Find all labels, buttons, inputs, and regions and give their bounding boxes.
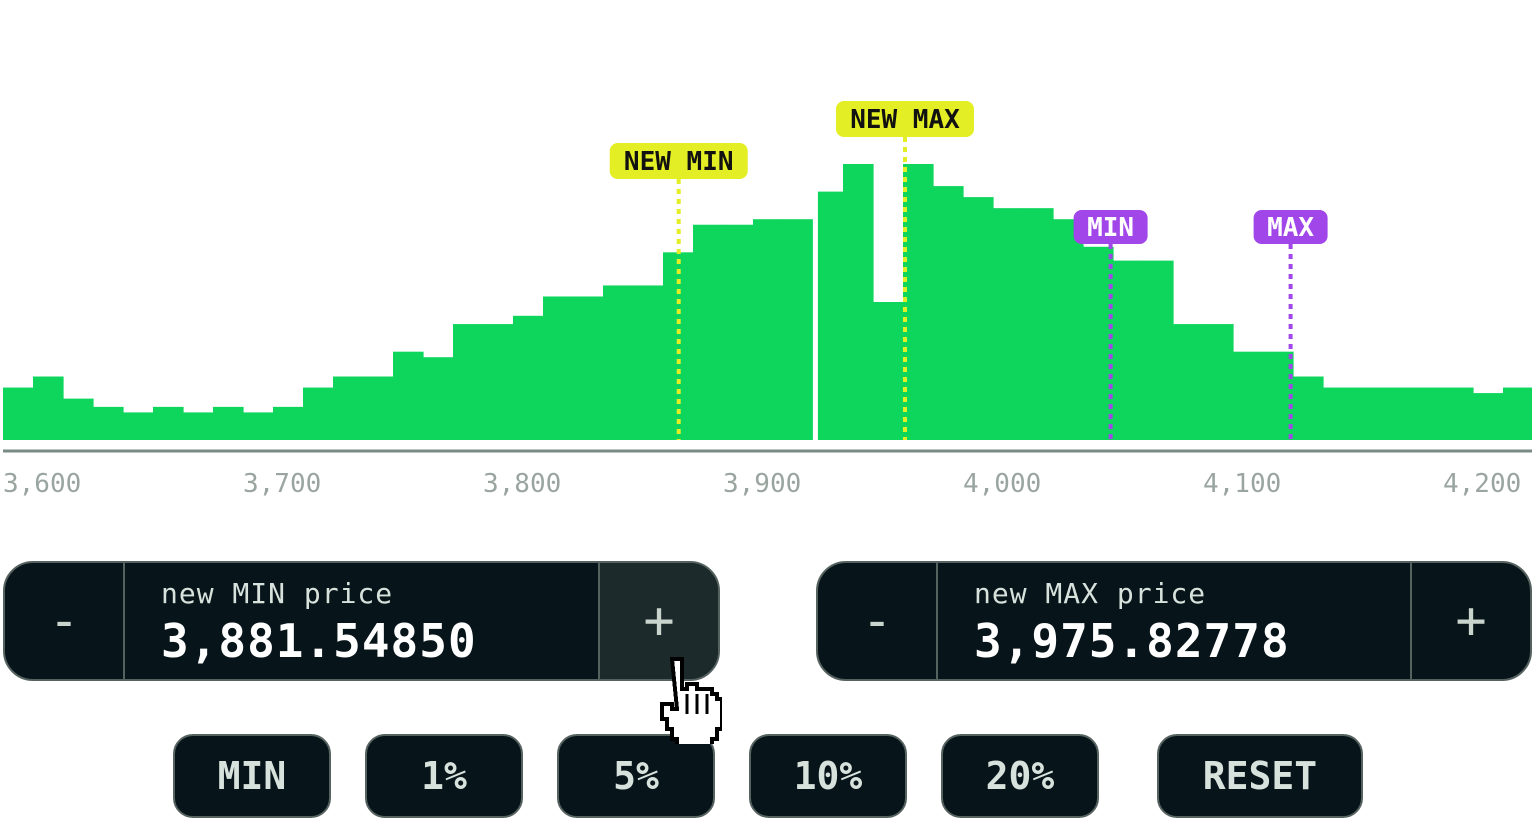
histogram-bar <box>1053 219 1084 440</box>
marker-label: MAX <box>1267 213 1314 243</box>
histogram-bar <box>513 315 544 440</box>
histogram-bar <box>1323 387 1354 440</box>
min-price-field[interactable]: new MIN price 3,881.54850 <box>125 563 598 679</box>
histogram-bar <box>1473 393 1504 440</box>
preset-5-percent-button[interactable]: 5% <box>557 734 715 818</box>
x-tick-label: 4,100 <box>1203 469 1281 499</box>
max-increment-button[interactable]: + <box>1410 563 1530 679</box>
min-price-value[interactable]: 3,881.54850 <box>161 614 477 668</box>
histogram-bar <box>63 398 94 440</box>
histogram-bar <box>273 406 304 440</box>
max-price-stepper: - new MAX price 3,975.82778 + <box>816 561 1532 681</box>
histogram-bar <box>903 164 934 440</box>
x-tick-label: 3,800 <box>483 469 561 499</box>
hand-pointer-cursor-icon <box>660 657 722 744</box>
histogram-bar <box>753 219 784 440</box>
histogram-bar <box>543 296 574 440</box>
histogram-bar <box>993 208 1024 440</box>
histogram-bar <box>873 302 904 440</box>
current-price-divider <box>812 150 818 450</box>
preset-20-percent-button[interactable]: 20% <box>941 734 1099 818</box>
histogram-bar <box>153 406 184 440</box>
marker-max[interactable]: MAX <box>1253 210 1328 440</box>
histogram-bar <box>423 357 454 440</box>
histogram-bar <box>93 406 124 440</box>
histogram-bar <box>213 406 244 440</box>
histogram-bar <box>783 219 814 440</box>
min-price-stepper: - new MIN price 3,881.54850 + <box>3 561 720 681</box>
histogram-bar <box>573 296 604 440</box>
histogram-bar <box>1383 387 1414 440</box>
max-price-value[interactable]: 3,975.82778 <box>974 614 1290 668</box>
histogram-bar <box>1143 260 1174 440</box>
marker-label: NEW MAX <box>850 105 960 135</box>
marker-flag[interactable] <box>1073 210 1148 244</box>
histogram-bar <box>393 351 424 440</box>
histogram-bar <box>933 186 964 440</box>
marker-flag[interactable] <box>835 101 974 137</box>
histogram-bar <box>453 324 484 440</box>
marker-new-min[interactable]: NEW MIN <box>609 143 748 440</box>
marker-flag[interactable] <box>609 143 748 179</box>
x-tick-label: 4,000 <box>963 469 1041 499</box>
histogram-bar <box>1413 387 1444 440</box>
max-price-field[interactable]: new MAX price 3,975.82778 <box>938 563 1410 679</box>
histogram-bar <box>243 412 274 440</box>
histogram-bar <box>123 412 154 440</box>
histogram-bar <box>1203 324 1234 440</box>
x-tick-label: 3,600 <box>3 469 81 499</box>
histogram-bar <box>3 387 34 440</box>
histogram-bar <box>1233 351 1264 440</box>
x-tick-label: 4,200 <box>1443 469 1521 499</box>
marker-min[interactable]: MIN <box>1073 210 1148 440</box>
histogram-bar <box>483 324 514 440</box>
liquidity-histogram: NEW MIN NEW MAX MIN MAX 3,600 3,700 3,800 3,90… <box>3 101 1532 499</box>
histogram-bar <box>1293 376 1324 440</box>
reset-button[interactable]: RESET <box>1157 734 1363 818</box>
max-price-label: new MAX price <box>974 577 1207 610</box>
x-tick-label: 3,900 <box>723 469 801 499</box>
histogram-bar <box>723 224 754 440</box>
histogram-bar <box>1023 208 1054 440</box>
histogram-bar <box>813 191 844 440</box>
range-markers: NEW MIN NEW MAX MIN MAX <box>609 101 1328 440</box>
histogram-bar <box>843 164 874 440</box>
histogram-bars <box>3 164 1532 440</box>
min-decrement-button[interactable]: - <box>5 563 125 679</box>
preset-10-percent-button[interactable]: 10% <box>749 734 907 818</box>
min-increment-button[interactable]: + <box>598 563 718 679</box>
histogram-bar <box>1503 387 1532 440</box>
histogram-bar <box>633 285 664 440</box>
max-decrement-button[interactable]: - <box>818 563 938 679</box>
histogram-bar <box>693 224 724 440</box>
histogram-bar <box>1443 387 1474 440</box>
histogram-bar <box>363 376 394 440</box>
marker-label: MIN <box>1087 213 1134 243</box>
histogram-bar <box>1263 351 1294 440</box>
marker-flag[interactable] <box>1253 210 1328 244</box>
histogram-bar <box>1173 324 1204 440</box>
histogram-bar <box>333 376 364 440</box>
min-price-label: new MIN price <box>161 577 394 610</box>
x-axis-ticks: 3,600 3,700 3,800 3,900 4,000 4,100 4,200 <box>3 469 1521 499</box>
marker-label: NEW MIN <box>624 147 734 177</box>
x-tick-label: 3,700 <box>243 469 321 499</box>
histogram-bar <box>1083 246 1114 440</box>
histogram-bar <box>963 197 994 440</box>
histogram-bar <box>603 285 634 440</box>
preset-min-button[interactable]: MIN <box>173 734 331 818</box>
histogram-bar <box>1353 387 1384 440</box>
preset-1-percent-button[interactable]: 1% <box>365 734 523 818</box>
histogram-bar <box>33 376 64 440</box>
histogram-bar <box>303 387 334 440</box>
histogram-bar <box>183 412 214 440</box>
histogram-bar <box>1113 260 1144 440</box>
marker-new-max[interactable]: NEW MAX <box>835 101 974 440</box>
